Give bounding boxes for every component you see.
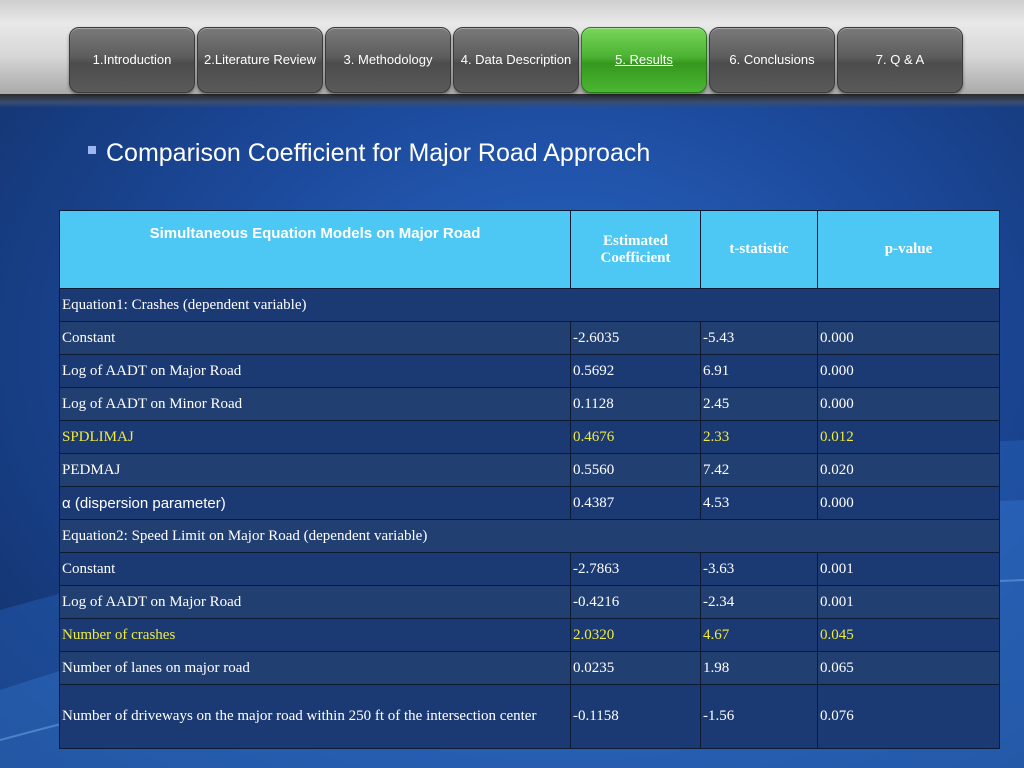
table-section-row: Equation1: Crashes (dependent variable) bbox=[59, 288, 1000, 322]
row-p-value: 0.000 bbox=[817, 387, 1000, 421]
row-t-statistic: 2.33 bbox=[700, 420, 818, 454]
header-coefficient: Estimated Coefficient bbox=[570, 210, 701, 289]
row-t-statistic: -1.56 bbox=[700, 684, 818, 749]
tab-methodology[interactable]: 3. Methodology bbox=[325, 27, 451, 93]
row-t-statistic: -5.43 bbox=[700, 321, 818, 355]
section-label: Equation1: Crashes (dependent variable) bbox=[59, 288, 1000, 322]
tab-data-description[interactable]: 4. Data Description bbox=[453, 27, 579, 93]
row-p-value: 0.001 bbox=[817, 552, 1000, 586]
table-row: α (dispersion parameter) 0.4387 4.53 0.0… bbox=[59, 486, 1000, 520]
row-t-statistic: 2.45 bbox=[700, 387, 818, 421]
table-row: Number of lanes on major road 0.0235 1.9… bbox=[59, 651, 1000, 685]
row-t-statistic: -3.63 bbox=[700, 552, 818, 586]
row-t-statistic: 4.67 bbox=[700, 618, 818, 652]
table-header-row: Simultaneous Equation Models on Major Ro… bbox=[59, 210, 1000, 289]
row-coefficient: -2.6035 bbox=[570, 321, 701, 355]
row-p-value: 0.000 bbox=[817, 321, 1000, 355]
table-row: Log of AADT on Minor Road 0.1128 2.45 0.… bbox=[59, 387, 1000, 421]
table-row: Log of AADT on Major Road -0.4216 -2.34 … bbox=[59, 585, 1000, 619]
table-row-highlighted: SPDLIMAJ 0.4676 2.33 0.012 bbox=[59, 420, 1000, 454]
row-coefficient: 0.1128 bbox=[570, 387, 701, 421]
tab-results[interactable]: 5. Results bbox=[581, 27, 707, 93]
tab-q-and-a[interactable]: 7. Q & A bbox=[837, 27, 963, 93]
row-coefficient: -2.7863 bbox=[570, 552, 701, 586]
table-row-highlighted: Number of crashes 2.0320 4.67 0.045 bbox=[59, 618, 1000, 652]
row-t-statistic: 1.98 bbox=[700, 651, 818, 685]
navigation-bar-shadow bbox=[0, 94, 1024, 108]
row-p-value: 0.000 bbox=[817, 354, 1000, 388]
row-p-value: 0.012 bbox=[817, 420, 1000, 454]
row-label: PEDMAJ bbox=[59, 453, 571, 487]
table-section-row: Equation2: Speed Limit on Major Road (de… bbox=[59, 519, 1000, 553]
table-row: Constant -2.7863 -3.63 0.001 bbox=[59, 552, 1000, 586]
row-t-statistic: -2.34 bbox=[700, 585, 818, 619]
row-label: Constant bbox=[59, 552, 571, 586]
row-coefficient: 0.5560 bbox=[570, 453, 701, 487]
table-row: PEDMAJ 0.5560 7.42 0.020 bbox=[59, 453, 1000, 487]
header-p-value: p-value bbox=[817, 210, 1000, 289]
row-p-value: 0.076 bbox=[817, 684, 1000, 749]
row-coefficient: 0.0235 bbox=[570, 651, 701, 685]
header-t-statistic: t-statistic bbox=[700, 210, 818, 289]
row-p-value: 0.045 bbox=[817, 618, 1000, 652]
row-coefficient: -0.4216 bbox=[570, 585, 701, 619]
section-label: Equation2: Speed Limit on Major Road (de… bbox=[59, 519, 1000, 553]
row-p-value: 0.020 bbox=[817, 453, 1000, 487]
row-label: SPDLIMAJ bbox=[59, 420, 571, 454]
row-label: Number of lanes on major road bbox=[59, 651, 571, 685]
row-label: Number of crashes bbox=[59, 618, 571, 652]
row-label: Log of AADT on Major Road bbox=[59, 354, 571, 388]
row-coefficient: 0.4387 bbox=[570, 486, 701, 520]
table-row: Constant -2.6035 -5.43 0.000 bbox=[59, 321, 1000, 355]
row-label: α (dispersion parameter) bbox=[59, 486, 571, 520]
header-model: Simultaneous Equation Models on Major Ro… bbox=[59, 210, 571, 289]
row-p-value: 0.001 bbox=[817, 585, 1000, 619]
row-coefficient: 0.5692 bbox=[570, 354, 701, 388]
row-t-statistic: 6.91 bbox=[700, 354, 818, 388]
tab-introduction[interactable]: 1.Introduction bbox=[69, 27, 195, 93]
row-p-value: 0.000 bbox=[817, 486, 1000, 520]
row-t-statistic: 7.42 bbox=[700, 453, 818, 487]
slide-heading-text: Comparison Coefficient for Major Road Ap… bbox=[106, 139, 651, 167]
row-label: Number of driveways on the major road wi… bbox=[59, 684, 571, 749]
tab-conclusions[interactable]: 6. Conclusions bbox=[709, 27, 835, 93]
row-coefficient: 2.0320 bbox=[570, 618, 701, 652]
row-coefficient: 0.4676 bbox=[570, 420, 701, 454]
row-label: Log of AADT on Major Road bbox=[59, 585, 571, 619]
row-t-statistic: 4.53 bbox=[700, 486, 818, 520]
tab-literature-review[interactable]: 2.Literature Review bbox=[197, 27, 323, 93]
row-coefficient: -0.1158 bbox=[570, 684, 701, 749]
slide-heading: Comparison Coefficient for Major Road Ap… bbox=[88, 137, 650, 169]
row-label: Constant bbox=[59, 321, 571, 355]
table-row: Log of AADT on Major Road 0.5692 6.91 0.… bbox=[59, 354, 1000, 388]
row-p-value: 0.065 bbox=[817, 651, 1000, 685]
table-row: Number of driveways on the major road wi… bbox=[59, 684, 1000, 749]
row-label: Log of AADT on Minor Road bbox=[59, 387, 571, 421]
results-table: Simultaneous Equation Models on Major Ro… bbox=[59, 210, 1000, 749]
square-bullet-icon bbox=[88, 146, 96, 155]
